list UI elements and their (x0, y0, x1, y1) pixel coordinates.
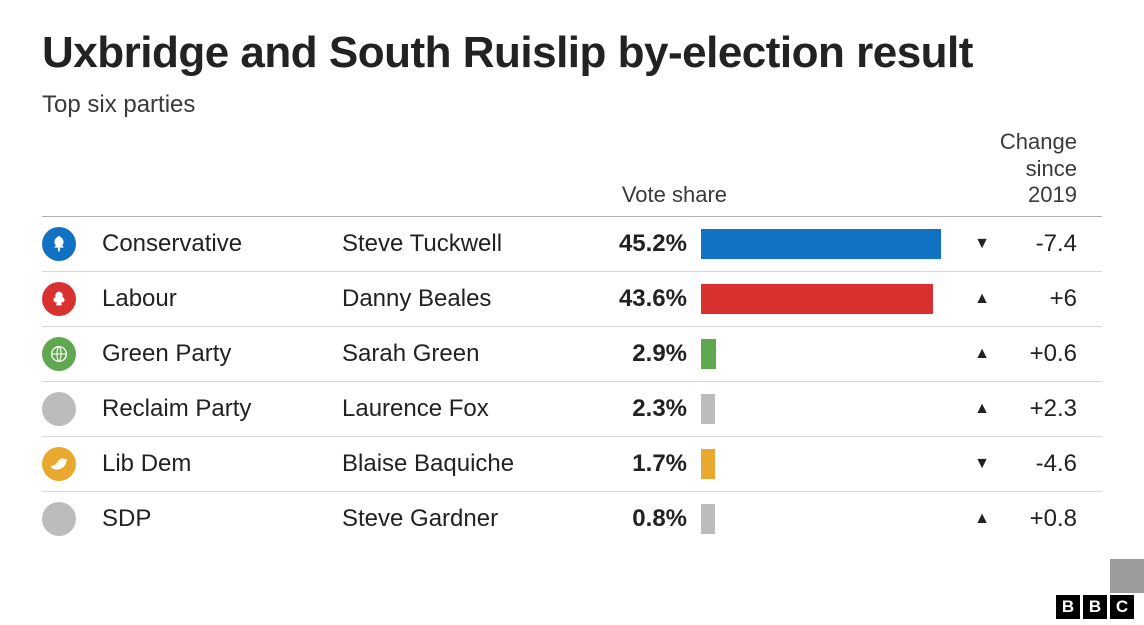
party-logo-icon (42, 392, 76, 426)
candidate-name: Steve Tuckwell (342, 230, 577, 258)
candidate-name: Blaise Baquiche (342, 450, 577, 478)
bar-fill (701, 394, 715, 424)
bbc-logo: BBC (1056, 595, 1134, 619)
party-logo-icon (42, 227, 76, 261)
party-name: Green Party (102, 340, 342, 368)
party-name: Reclaim Party (102, 395, 342, 423)
vote-share-value: 0.8% (577, 505, 687, 533)
change-value: -4.6 (997, 450, 1077, 478)
table-row: ConservativeSteve Tuckwell45.2% ▼-7.4 (42, 217, 1102, 272)
party-logo-icon (42, 282, 76, 316)
election-result-card: Uxbridge and South Ruislip by-election r… (0, 0, 1144, 625)
page-title: Uxbridge and South Ruislip by-election r… (42, 28, 1102, 77)
page-subtitle: Top six parties (42, 91, 1102, 119)
table-row: Reclaim PartyLaurence Fox2.3% ▲+2.3 (42, 382, 1102, 437)
table-row: Green PartySarah Green2.9% ▲+0.6 (42, 327, 1102, 382)
bar-fill (701, 284, 933, 314)
bar-fill (701, 504, 715, 534)
vote-share-value: 45.2% (577, 230, 687, 258)
vote-share-value: 43.6% (577, 285, 687, 313)
bar-track (701, 229, 967, 259)
vote-share-value: 1.7% (577, 450, 687, 478)
party-logo-icon (42, 337, 76, 371)
bar-track (701, 394, 967, 424)
bar-fill (701, 229, 941, 259)
change-value: +0.8 (997, 505, 1077, 533)
bar-fill (701, 339, 716, 369)
party-name: SDP (102, 505, 342, 533)
party-name: Labour (102, 285, 342, 313)
candidate-name: Danny Beales (342, 285, 577, 313)
party-name: Conservative (102, 230, 342, 258)
change-value: -7.4 (997, 230, 1077, 258)
bbc-block: B (1083, 595, 1107, 619)
bbc-block: B (1056, 595, 1080, 619)
bar-track (701, 504, 967, 534)
decorative-corner (1110, 559, 1144, 593)
arrow-up-icon: ▲ (967, 400, 997, 418)
party-logo-icon (42, 502, 76, 536)
table-row: LabourDanny Beales43.6% ▲+6 (42, 272, 1102, 327)
results-rows: ConservativeSteve Tuckwell45.2%▼-7.4Labo… (42, 217, 1102, 546)
party-logo-icon (42, 447, 76, 481)
bar-track (701, 449, 967, 479)
header-vote-share: Vote share (622, 182, 727, 208)
table-row: SDPSteve Gardner0.8% ▲+0.8 (42, 492, 1102, 546)
table-header: Vote share Change since 2019 (42, 125, 1102, 217)
bbc-block: C (1110, 595, 1134, 619)
candidate-name: Laurence Fox (342, 395, 577, 423)
bar-track (701, 339, 967, 369)
arrow-up-icon: ▲ (967, 510, 997, 528)
table-row: Lib DemBlaise Baquiche1.7% ▼-4.6 (42, 437, 1102, 492)
bar-fill (701, 449, 715, 479)
candidate-name: Sarah Green (342, 340, 577, 368)
vote-share-value: 2.9% (577, 340, 687, 368)
party-name: Lib Dem (102, 450, 342, 478)
arrow-down-icon: ▼ (967, 455, 997, 473)
header-change: Change since 2019 (997, 129, 1077, 208)
arrow-up-icon: ▲ (967, 345, 997, 363)
change-value: +0.6 (997, 340, 1077, 368)
arrow-down-icon: ▼ (967, 235, 997, 253)
change-value: +6 (997, 285, 1077, 313)
candidate-name: Steve Gardner (342, 505, 577, 533)
vote-share-value: 2.3% (577, 395, 687, 423)
bar-track (701, 284, 967, 314)
change-value: +2.3 (997, 395, 1077, 423)
arrow-up-icon: ▲ (967, 290, 997, 308)
